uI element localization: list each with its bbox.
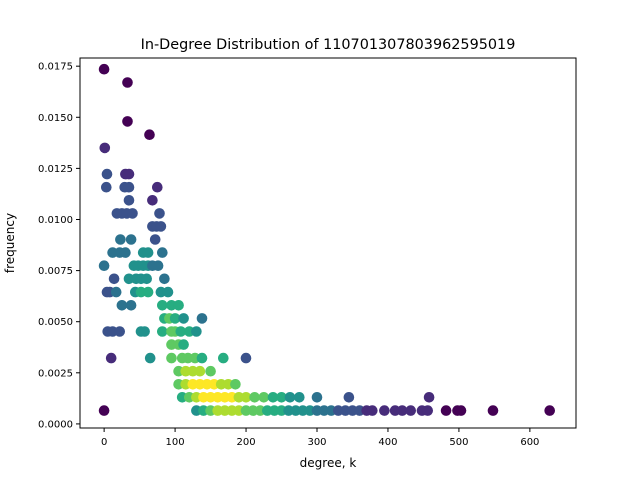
x-tick-label: 200 bbox=[236, 437, 255, 448]
data-point bbox=[110, 286, 122, 298]
y-tick-label: 0.0175 bbox=[38, 62, 73, 73]
x-axis-label: degree, k bbox=[300, 456, 357, 470]
data-point bbox=[249, 392, 260, 403]
data-point bbox=[115, 234, 126, 245]
data-point bbox=[127, 208, 138, 219]
y-tick-label: 0.0125 bbox=[38, 164, 73, 175]
data-point bbox=[101, 168, 113, 180]
data-point bbox=[139, 326, 150, 337]
data-point bbox=[396, 405, 408, 416]
data-point bbox=[159, 273, 170, 285]
y-axis: 0.0000 0.0025 0.0050 0.0075 0.0100 0.0125 0.01… bbox=[38, 62, 80, 430]
x-axis: 0 100 200 300 400 500 600 bbox=[101, 428, 539, 448]
y-tick-label: 0.0025 bbox=[38, 368, 73, 379]
data-point bbox=[276, 392, 287, 403]
data-point bbox=[120, 247, 131, 258]
data-point bbox=[125, 300, 137, 311]
chart-title: In-Degree Distribution of 11070130780396… bbox=[141, 37, 516, 53]
data-point bbox=[230, 379, 241, 390]
data-point bbox=[423, 392, 435, 403]
data-point bbox=[152, 260, 164, 272]
data-point bbox=[114, 326, 125, 337]
y-tick-label: 0.0000 bbox=[38, 419, 73, 430]
data-point bbox=[157, 326, 168, 337]
data-point bbox=[194, 365, 206, 377]
data-point bbox=[99, 142, 111, 154]
data-point bbox=[178, 313, 189, 324]
data-point bbox=[544, 405, 555, 416]
data-point bbox=[142, 247, 154, 258]
data-point bbox=[162, 286, 174, 298]
data-point bbox=[141, 273, 152, 285]
data-point bbox=[123, 168, 135, 180]
y-tick-label: 0.0075 bbox=[38, 266, 73, 277]
x-tick-label: 0 bbox=[101, 437, 107, 448]
data-point bbox=[294, 392, 305, 403]
data-point bbox=[455, 405, 467, 416]
data-point bbox=[196, 313, 208, 324]
data-point bbox=[405, 405, 417, 416]
data-point bbox=[240, 352, 252, 364]
data-point bbox=[169, 313, 181, 324]
data-point bbox=[123, 195, 135, 206]
data-point bbox=[98, 63, 110, 75]
plot-area-frame bbox=[79, 57, 577, 429]
x-tick-label: 500 bbox=[449, 437, 468, 448]
data-point bbox=[125, 234, 137, 245]
data-point bbox=[144, 129, 155, 140]
data-point bbox=[440, 405, 452, 416]
data-point bbox=[166, 352, 177, 364]
data-point bbox=[267, 392, 279, 403]
data-point bbox=[240, 392, 252, 403]
data-point bbox=[284, 392, 296, 403]
data-point bbox=[122, 77, 133, 88]
data-point bbox=[258, 392, 270, 403]
data-point bbox=[175, 326, 187, 337]
data-point bbox=[173, 300, 184, 311]
data-point bbox=[122, 116, 133, 127]
data-point bbox=[157, 300, 168, 311]
x-tick-label: 600 bbox=[520, 437, 539, 448]
data-point bbox=[116, 300, 128, 311]
y-tick-label: 0.0100 bbox=[38, 215, 73, 226]
x-tick-label: 300 bbox=[307, 437, 326, 448]
y-axis-label: frequency bbox=[3, 213, 17, 273]
data-point bbox=[487, 405, 499, 416]
data-point bbox=[379, 405, 390, 416]
data-point bbox=[191, 326, 202, 337]
data-point bbox=[422, 405, 434, 416]
data-point bbox=[98, 405, 110, 416]
data-point bbox=[367, 405, 378, 416]
y-tick-label: 0.0050 bbox=[38, 317, 73, 328]
data-point bbox=[123, 181, 135, 193]
data-point bbox=[311, 392, 323, 403]
data-point bbox=[155, 221, 167, 232]
data-point bbox=[152, 181, 163, 193]
data-point bbox=[147, 195, 158, 206]
data-point bbox=[154, 208, 165, 219]
data-point bbox=[108, 273, 120, 285]
data-point bbox=[101, 181, 112, 193]
data-point bbox=[105, 352, 117, 364]
data-point bbox=[157, 247, 168, 258]
data-point bbox=[142, 286, 154, 298]
data-point bbox=[196, 352, 208, 364]
data-points bbox=[98, 63, 555, 416]
y-tick-label: 0.0150 bbox=[38, 113, 73, 124]
data-point bbox=[343, 392, 355, 403]
data-point bbox=[98, 260, 110, 272]
x-tick-label: 100 bbox=[166, 437, 185, 448]
data-point bbox=[218, 352, 229, 364]
data-point bbox=[149, 234, 161, 245]
data-point bbox=[144, 352, 156, 364]
data-point bbox=[178, 339, 189, 350]
x-tick-label: 400 bbox=[378, 437, 397, 448]
data-point bbox=[205, 365, 216, 377]
